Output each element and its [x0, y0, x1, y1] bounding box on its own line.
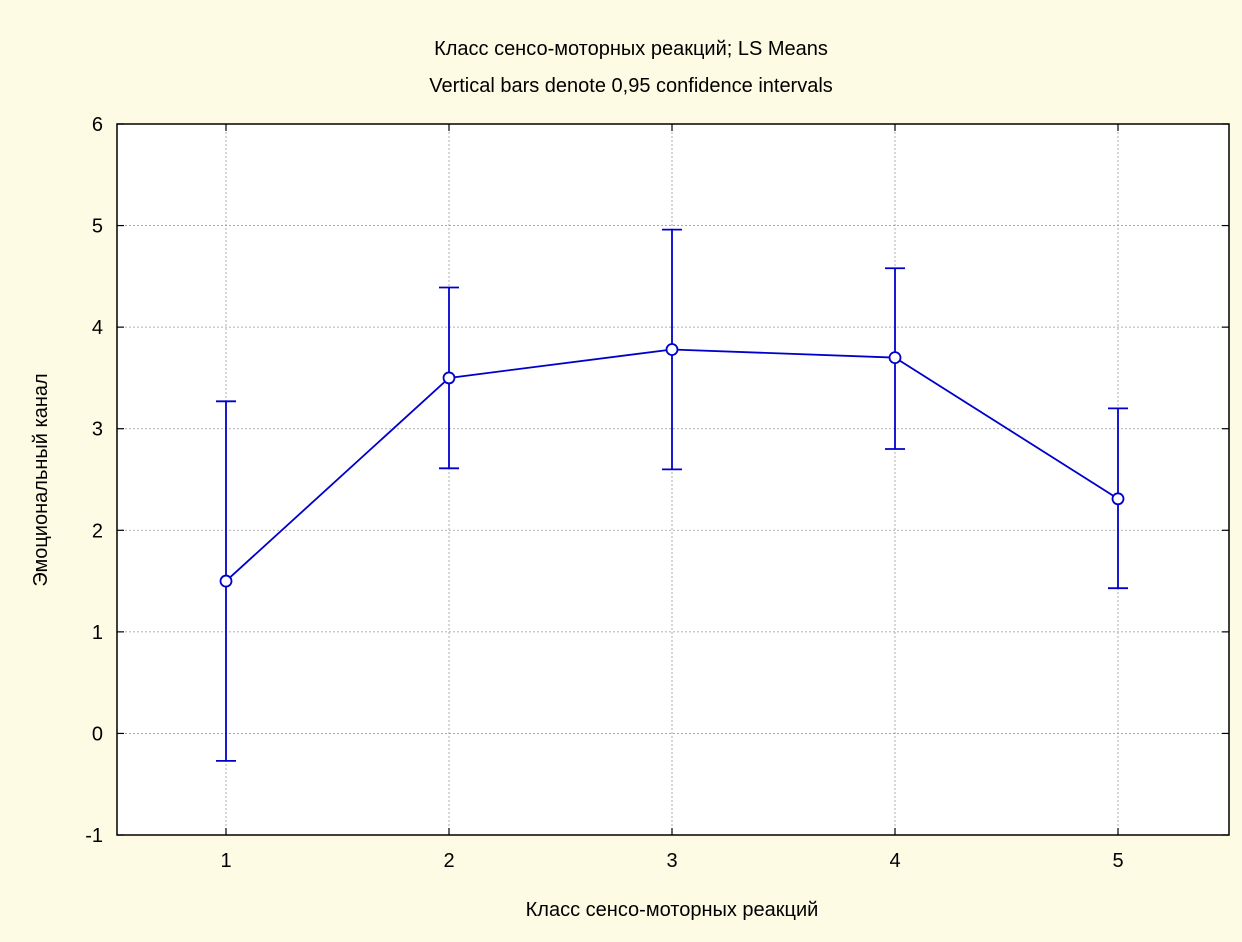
- data-series: [216, 228, 1128, 762]
- x-axis-label: Класс сенсо-моторных реакций: [526, 899, 819, 921]
- y-tick-label: 3: [92, 419, 103, 441]
- mean-point: [1111, 492, 1125, 506]
- y-tick-label: 1: [92, 622, 103, 644]
- y-tick-label: 2: [92, 520, 103, 542]
- x-tick-label: 1: [220, 850, 231, 872]
- mean-point: [442, 371, 456, 385]
- x-tick-label: 3: [666, 850, 677, 872]
- axis-ticks: -1 0 1 2 3 4 5 6 1 2 3 4 5: [85, 114, 1229, 872]
- y-tick-label: 6: [92, 114, 103, 136]
- y-tick-label: -1: [85, 825, 103, 847]
- mean-point: [665, 343, 679, 356]
- y-tick-label: 5: [92, 216, 103, 238]
- plot-area: [117, 124, 1229, 835]
- mean-point: [888, 351, 902, 365]
- chart-title: Класс сенсо-моторных реакций; LS Means: [434, 38, 828, 60]
- y-tick-label: 4: [92, 317, 103, 339]
- y-axis-label: Эмоциональный канал: [30, 373, 52, 586]
- mean-point: [219, 574, 233, 588]
- x-tick-label: 4: [889, 850, 900, 872]
- plot-frame: [116, 123, 1230, 836]
- x-tick-label: 5: [1112, 850, 1123, 872]
- y-tick-label: 0: [92, 723, 103, 745]
- x-tick-label: 2: [443, 850, 454, 872]
- chart-subtitle: Vertical bars denote 0,95 confidence int…: [429, 75, 833, 97]
